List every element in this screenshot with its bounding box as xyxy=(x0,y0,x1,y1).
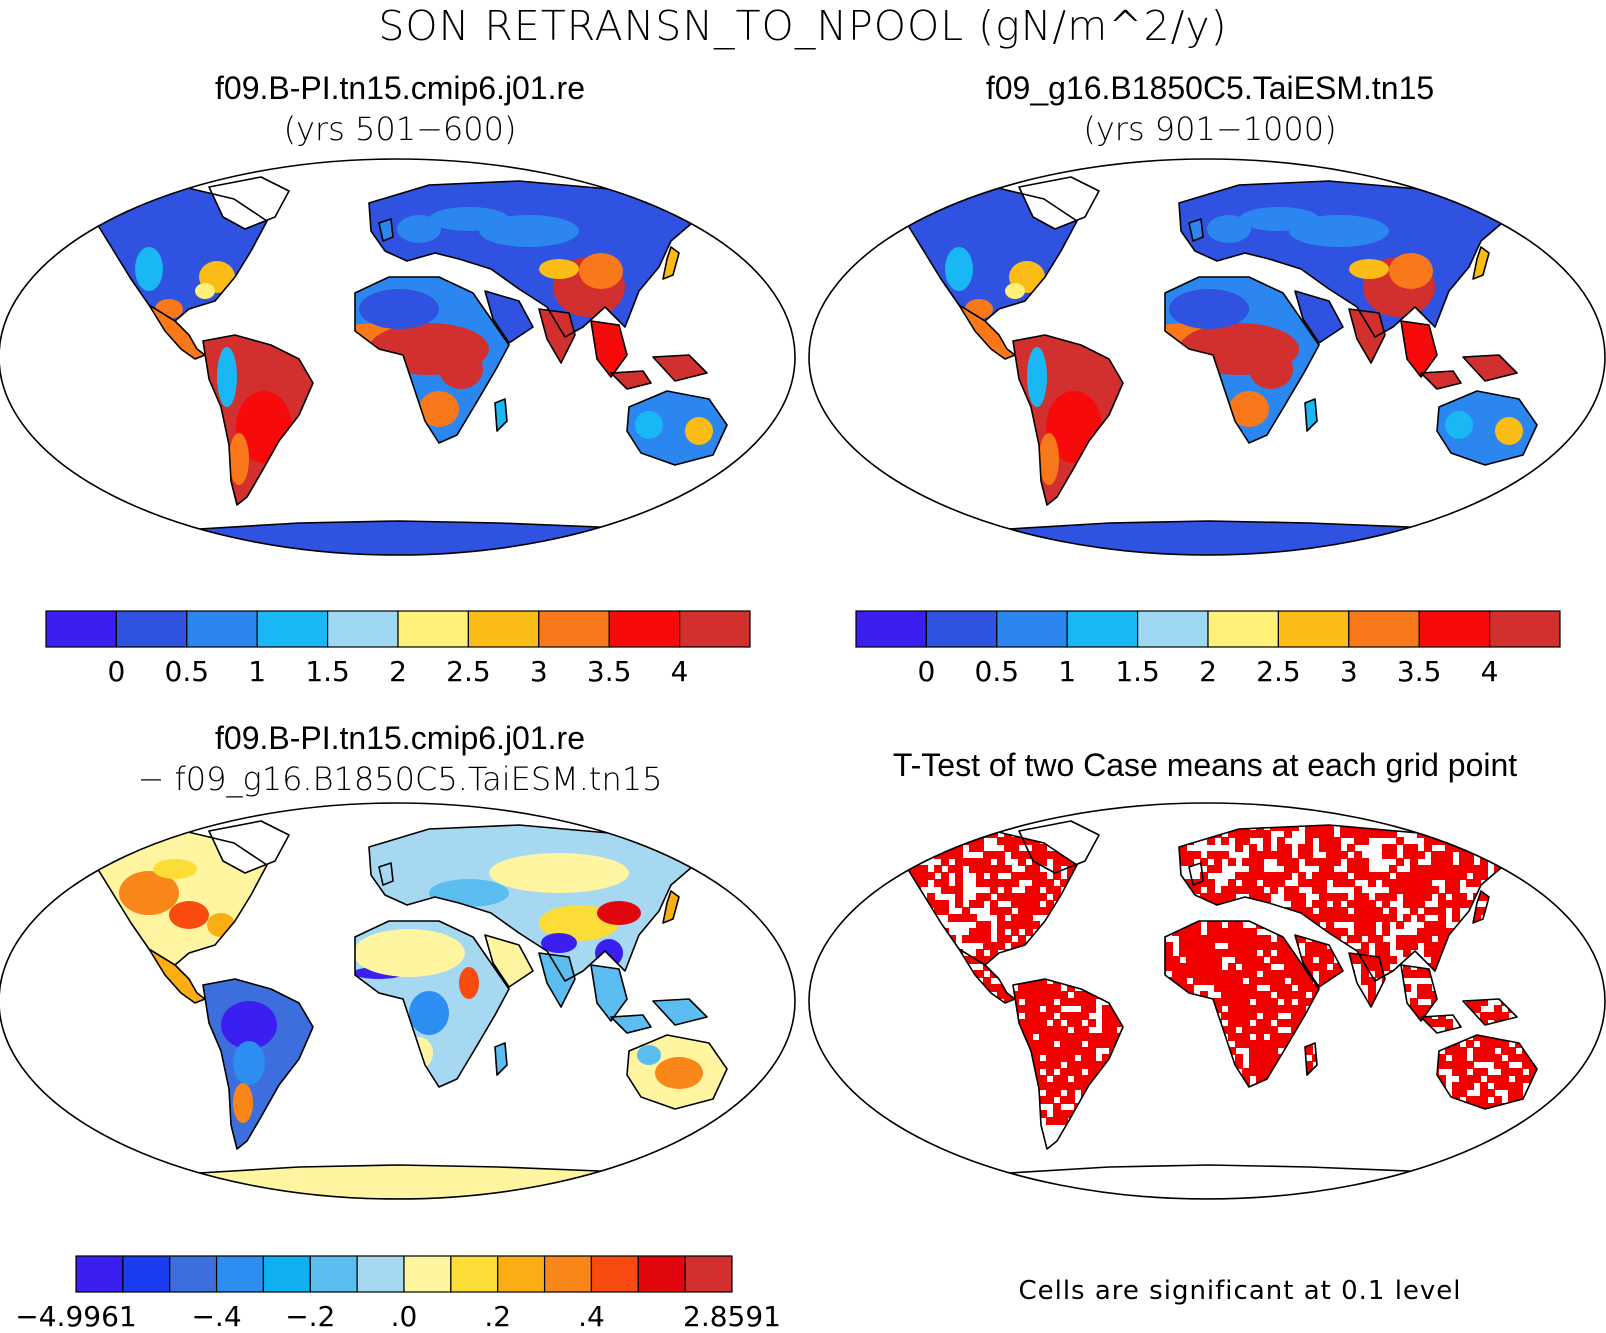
colorbar-case2-swatch xyxy=(1488,610,1561,648)
colorbar-difference-tick-label: .0 xyxy=(390,1300,418,1333)
colorbar-difference-swatch xyxy=(215,1255,265,1293)
colorbar-difference-swatch xyxy=(356,1255,405,1293)
colorbar-case2-tick-label: 0 xyxy=(917,655,936,688)
colorbar-case1-swatch xyxy=(397,610,470,648)
colorbar-difference-tick-label: 2.8591 xyxy=(683,1300,781,1333)
colorbar-case1-swatch xyxy=(186,610,258,648)
colorbar-case2-swatch xyxy=(1136,610,1209,648)
colorbar-case2-tick-label: 2.5 xyxy=(1256,655,1301,688)
colorbar-case1-swatch xyxy=(608,610,681,648)
colorbar-case2-swatch xyxy=(1418,610,1491,648)
colorbar-case1-swatch xyxy=(467,610,540,648)
colorbar-difference-tick-label: −4.9961 xyxy=(15,1300,137,1333)
colorbar-case2-tick-label: 2 xyxy=(1199,655,1217,688)
colorbar-case2-swatch xyxy=(855,610,928,648)
map-case1 xyxy=(0,158,796,556)
colorbar-difference-swatch xyxy=(262,1255,311,1293)
colorbar-case1-swatch xyxy=(538,610,610,648)
colorbar-case1-tick-label: 1 xyxy=(248,655,267,688)
colorbar-difference-swatch xyxy=(637,1255,686,1293)
panel-ttest-title: T-Test of two Case means at each grid po… xyxy=(892,747,1518,783)
figure-title: SON RETRANSN_TO_NPOOL (gN/m^2/y) xyxy=(378,2,1228,50)
colorbar-case1-tick-label: 4 xyxy=(670,655,689,688)
colorbar-case2-tick-label: 0.5 xyxy=(974,655,1020,688)
colorbar-case2-swatch xyxy=(1348,610,1420,648)
colorbar-difference-tick-label: .4 xyxy=(578,1300,605,1333)
colorbar-difference-swatch xyxy=(450,1255,499,1293)
colorbar-case1 xyxy=(45,610,751,648)
panel-case1-subtitle: (yrs 501−600) xyxy=(283,110,517,148)
colorbar-case1-swatch xyxy=(45,610,118,648)
colorbar-case2-swatch xyxy=(1066,610,1139,648)
colorbar-case2-swatch xyxy=(925,610,998,648)
panel-case2-subtitle: (yrs 901−1000) xyxy=(1083,110,1337,148)
colorbar-case1-swatch xyxy=(327,610,399,648)
colorbar-case1-tick-label: 0 xyxy=(107,655,126,688)
colorbar-difference-swatch xyxy=(543,1255,593,1293)
panel-case1-title: f09.B-PI.tn15.cmip6.j01.re xyxy=(215,70,585,106)
colorbar-case2-tick-label: 1.5 xyxy=(1115,655,1160,688)
colorbar-difference-swatch xyxy=(169,1255,218,1293)
colorbar-case1-tick-label: 1.5 xyxy=(305,655,350,688)
colorbar-case1-swatch xyxy=(678,610,751,648)
colorbar-case2-swatch xyxy=(1277,610,1350,648)
colorbar-case1-tick-label: 2 xyxy=(389,655,407,688)
colorbar-case1-tick-label: 0.5 xyxy=(164,655,210,688)
colorbar-difference xyxy=(75,1255,733,1293)
colorbar-case2-tick-label: 4 xyxy=(1480,655,1499,688)
colorbar-case2-swatch xyxy=(1207,610,1280,648)
panel-difference-subtitle: − f09_g16.B1850C5.TaiESM.tn15 xyxy=(137,760,663,798)
colorbar-case1-tick-label: 3.5 xyxy=(586,655,632,688)
colorbar-difference-swatch xyxy=(403,1255,452,1293)
colorbar-difference-swatch xyxy=(309,1255,358,1293)
colorbar-case2 xyxy=(855,610,1561,648)
colorbar-case1-tick-label: 2.5 xyxy=(446,655,491,688)
map-ttest xyxy=(808,802,1606,1200)
colorbar-difference-swatch xyxy=(122,1255,171,1293)
panel-difference-title: f09.B-PI.tn15.cmip6.j01.re xyxy=(215,720,585,756)
colorbar-case2-tick-label: 3 xyxy=(1339,655,1358,688)
colorbar-difference-tick-label: −.2 xyxy=(285,1300,336,1333)
colorbar-difference-tick-label: −.4 xyxy=(191,1300,242,1333)
colorbar-difference-tick-label: .2 xyxy=(484,1300,512,1333)
colorbar-case1-swatch xyxy=(115,610,188,648)
colorbar-case2-swatch xyxy=(996,610,1068,648)
map-case2 xyxy=(808,158,1606,556)
colorbar-difference-swatch xyxy=(75,1255,124,1293)
colorbar-case1-tick-label: 3 xyxy=(529,655,548,688)
colorbar-difference-swatch xyxy=(684,1255,733,1293)
panel-ttest-note: Cells are significant at 0.1 level xyxy=(1018,1276,1462,1306)
map-difference xyxy=(0,802,796,1200)
panel-case2-title: f09_g16.B1850C5.TaiESM.tn15 xyxy=(985,70,1435,106)
colorbar-case2-tick-label: 1 xyxy=(1058,655,1077,688)
colorbar-case2-tick-label: 3.5 xyxy=(1396,655,1442,688)
colorbar-case1-swatch xyxy=(256,610,329,648)
colorbar-difference-swatch xyxy=(497,1255,546,1293)
colorbar-difference-swatch xyxy=(590,1255,639,1293)
